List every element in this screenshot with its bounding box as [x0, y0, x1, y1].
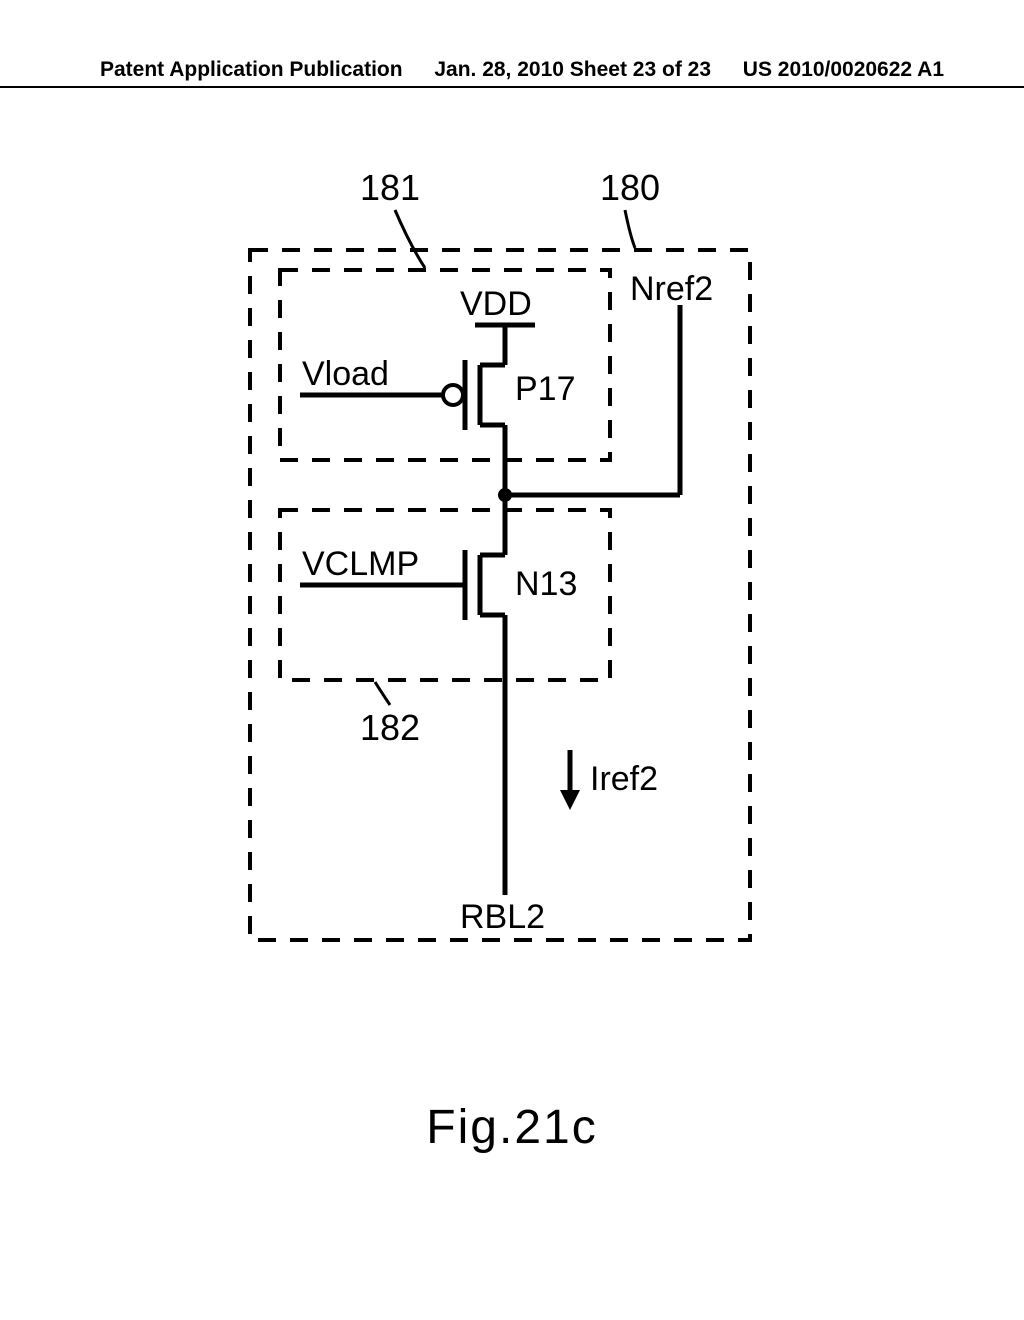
rbl2-label: RBL2	[460, 898, 545, 936]
pmos-bubble	[443, 385, 463, 405]
figure-caption: Fig.21c	[0, 1100, 1024, 1155]
vdd-label: VDD	[460, 285, 532, 323]
nref2-label: Nref2	[630, 270, 713, 308]
page-header: Patent Application Publication Jan. 28, …	[0, 58, 1024, 88]
n13-label: N13	[515, 565, 577, 603]
header-right: US 2010/0020622 A1	[743, 58, 944, 82]
p17-label: P17	[515, 370, 576, 408]
vload-label: Vload	[302, 355, 389, 393]
leader-181	[395, 210, 425, 268]
circuit-diagram: 181 180 182 VDD Vload P17 Nref2 VCLMP N1…	[200, 150, 800, 970]
header-left: Patent Application Publication	[100, 58, 403, 82]
ref-182: 182	[360, 707, 420, 748]
outer-box	[250, 250, 750, 940]
iref2-arrowhead	[560, 790, 580, 810]
vclmp-label: VCLMP	[302, 545, 419, 583]
ref-180: 180	[600, 167, 660, 208]
ref-181: 181	[360, 167, 420, 208]
iref2-label: Iref2	[590, 760, 658, 798]
leader-182	[375, 682, 390, 705]
header-center: Jan. 28, 2010 Sheet 23 of 23	[434, 58, 711, 82]
leader-180	[625, 210, 635, 248]
